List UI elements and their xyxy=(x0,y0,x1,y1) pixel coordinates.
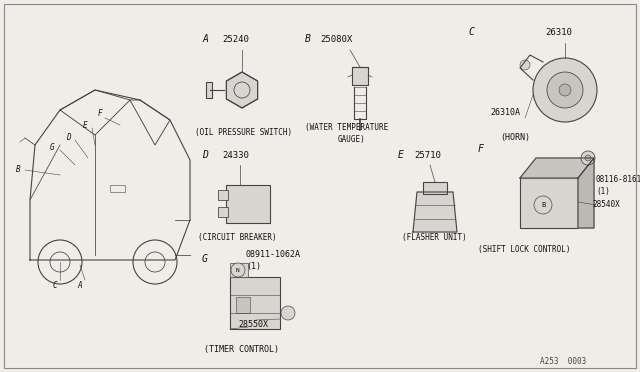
Circle shape xyxy=(145,252,165,272)
Circle shape xyxy=(533,58,597,122)
Circle shape xyxy=(534,196,552,214)
Text: 25710: 25710 xyxy=(414,151,441,160)
Circle shape xyxy=(520,60,530,70)
Text: (FLASHER UNIT): (FLASHER UNIT) xyxy=(402,233,467,242)
Bar xyxy=(218,207,228,217)
Polygon shape xyxy=(578,158,594,228)
Bar xyxy=(423,182,447,194)
Circle shape xyxy=(581,151,595,165)
Text: (TIMER CONTROL): (TIMER CONTROL) xyxy=(204,345,279,354)
Circle shape xyxy=(234,82,250,98)
Polygon shape xyxy=(413,192,457,232)
Text: (OIL PRESSURE SWITCH): (OIL PRESSURE SWITCH) xyxy=(195,128,292,137)
Circle shape xyxy=(231,263,245,277)
Text: 08911-1062A: 08911-1062A xyxy=(246,250,301,259)
Text: GAUGE): GAUGE) xyxy=(338,135,365,144)
Text: 25240: 25240 xyxy=(222,35,249,44)
Circle shape xyxy=(38,240,82,284)
Text: B: B xyxy=(541,202,545,208)
Bar xyxy=(352,67,368,85)
Text: G: G xyxy=(202,254,208,264)
Text: N: N xyxy=(236,267,240,273)
Text: C: C xyxy=(468,27,474,37)
Circle shape xyxy=(281,306,295,320)
Text: (WATER TEMPERATURE: (WATER TEMPERATURE xyxy=(305,123,388,132)
Bar xyxy=(230,277,280,329)
Text: (SHIFT LOCK CONTROL): (SHIFT LOCK CONTROL) xyxy=(478,245,570,254)
Bar xyxy=(520,178,578,228)
Text: A: A xyxy=(202,34,208,44)
Circle shape xyxy=(133,240,177,284)
Bar xyxy=(218,190,228,200)
Text: 28540X: 28540X xyxy=(592,200,620,209)
Text: 25080X: 25080X xyxy=(320,35,352,44)
Text: (HORN): (HORN) xyxy=(500,133,530,142)
Text: F: F xyxy=(98,109,102,118)
Text: D: D xyxy=(66,134,70,142)
Bar xyxy=(230,263,248,277)
Circle shape xyxy=(585,155,591,161)
Text: B: B xyxy=(305,34,311,44)
Text: A253  0003: A253 0003 xyxy=(540,357,586,366)
Text: 26310A: 26310A xyxy=(490,108,520,117)
Text: A: A xyxy=(77,280,83,289)
Bar xyxy=(236,297,250,313)
Text: 24330: 24330 xyxy=(222,151,249,160)
Text: (1): (1) xyxy=(596,187,610,196)
Text: 28550X: 28550X xyxy=(238,320,268,329)
Circle shape xyxy=(547,72,583,108)
Text: B: B xyxy=(16,166,20,174)
Text: E: E xyxy=(398,150,404,160)
Bar xyxy=(110,185,125,192)
Bar xyxy=(206,82,212,98)
Text: G: G xyxy=(50,144,54,153)
Text: (CIRCUIT BREAKER): (CIRCUIT BREAKER) xyxy=(198,233,276,242)
Text: D: D xyxy=(202,150,208,160)
Circle shape xyxy=(50,252,70,272)
Polygon shape xyxy=(520,158,594,178)
Text: 08116-8161H: 08116-8161H xyxy=(596,175,640,184)
Text: F: F xyxy=(478,144,484,154)
Polygon shape xyxy=(227,72,257,108)
Text: C: C xyxy=(52,280,58,289)
Circle shape xyxy=(559,84,571,96)
Bar xyxy=(226,185,270,223)
Text: 26310: 26310 xyxy=(545,28,572,37)
Text: (1): (1) xyxy=(246,262,261,271)
Text: E: E xyxy=(83,121,87,129)
